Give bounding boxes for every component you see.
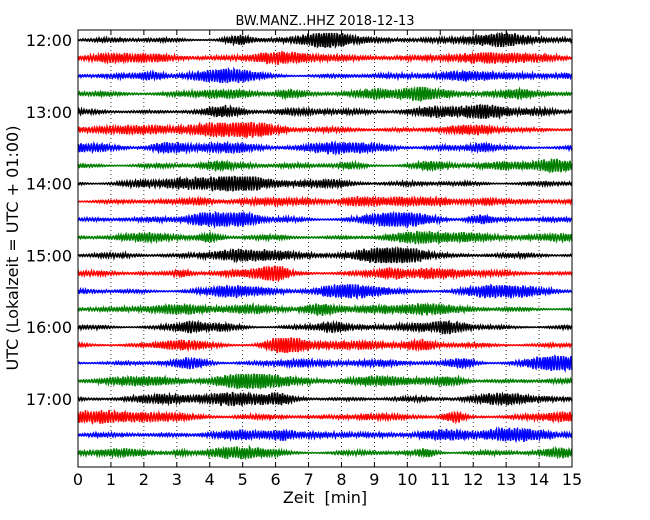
x-tick-label: 2	[139, 470, 149, 489]
seismogram-trace	[77, 210, 573, 230]
x-tick-label: 13	[496, 470, 516, 489]
seismogram-trace	[77, 103, 573, 120]
y-tick-label: 13:00	[26, 103, 72, 122]
seismogram-trace	[77, 158, 573, 174]
x-tick-label: 0	[73, 470, 83, 489]
x-axis-label: Zeit [min]	[283, 488, 367, 507]
y-axis-label: UTC (Lokalzeit = UTC + 01:00)	[3, 126, 22, 371]
seismogram-trace	[77, 265, 573, 283]
x-tick-label: 7	[303, 470, 313, 489]
y-tick-label: 17:00	[26, 390, 72, 409]
seismogram-trace	[77, 390, 573, 407]
plot-frame	[77, 29, 573, 468]
y-tick-label: 12:00	[26, 31, 72, 50]
seismogram-trace	[77, 245, 573, 264]
seismogram-trace	[77, 426, 573, 444]
seismogram-trace	[77, 408, 573, 425]
seismogram-trace	[77, 139, 573, 156]
x-tick-label: 8	[336, 470, 346, 489]
seismogram-trace	[77, 301, 573, 317]
seismogram-trace	[77, 66, 573, 84]
x-tick-label: 4	[205, 470, 215, 489]
x-tick-label: 14	[529, 470, 549, 489]
seismogram-trace	[77, 195, 573, 209]
seismogram-trace	[77, 85, 573, 103]
x-tick-label: 6	[271, 470, 281, 489]
chart-title: BW.MANZ..HHZ 2018-12-13	[235, 14, 414, 29]
x-tick-label: 12	[463, 470, 483, 489]
seismogram-trace	[77, 354, 573, 374]
seismogram-trace	[77, 30, 573, 50]
x-tick-label: 15	[562, 470, 582, 489]
x-axis-ticks: 0 1 2 3 4 5 6 7 8 9 10 11 12 13 14 15	[73, 30, 582, 489]
seismogram-trace	[77, 319, 573, 335]
y-tick-label: 15:00	[26, 246, 72, 265]
seismogram-trace	[77, 283, 573, 301]
y-axis-ticks: 12:00 13:00 14:00 15:00 16:00 17:00	[26, 31, 572, 409]
y-tick-label: 14:00	[26, 175, 72, 194]
seismogram-trace	[77, 372, 573, 390]
seismogram-trace	[77, 444, 573, 461]
seismogram-trace	[77, 121, 573, 140]
x-tick-label: 1	[106, 470, 116, 489]
y-tick-label: 16:00	[26, 318, 72, 337]
x-tick-label: 9	[369, 470, 379, 489]
seismogram-trace	[77, 175, 573, 192]
seismogram-trace	[77, 337, 573, 354]
x-tick-label: 10	[397, 470, 417, 489]
seismogram-traces	[77, 30, 573, 461]
x-tick-label: 3	[172, 470, 182, 489]
x-tick-label: 5	[238, 470, 248, 489]
seismogram-trace	[77, 230, 573, 246]
x-tick-label: 11	[430, 470, 450, 489]
seismogram-trace	[77, 50, 573, 66]
